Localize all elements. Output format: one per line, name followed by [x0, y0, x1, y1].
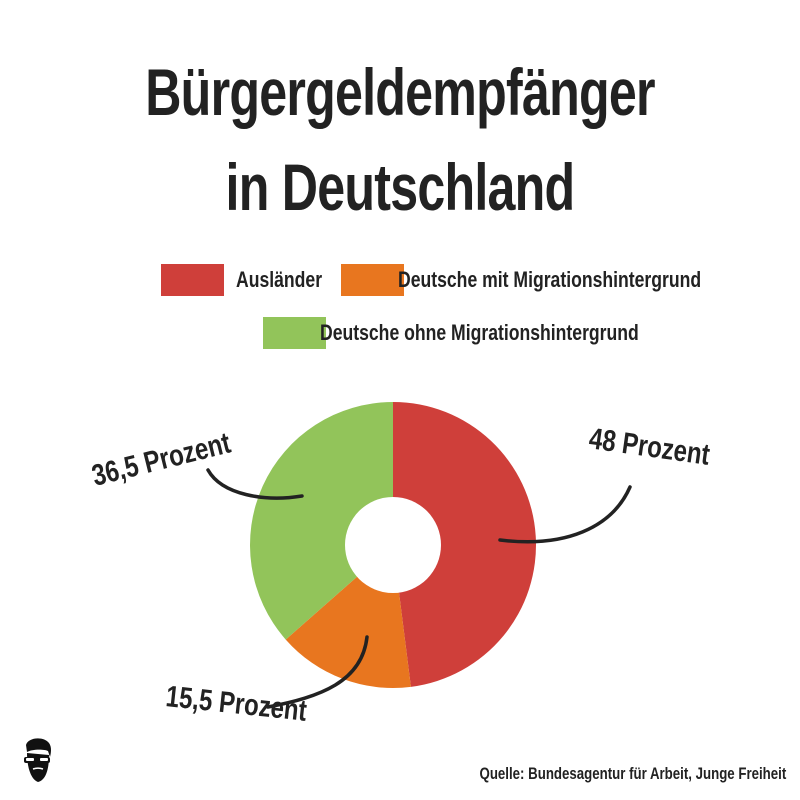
- legend-label-auslaender: Ausländer: [236, 267, 323, 292]
- legend-swatch-auslaender: [161, 264, 224, 296]
- legend-swatch-ohne-migrationshintergrund: [263, 317, 326, 349]
- chart-title-line-2: in Deutschland: [225, 150, 576, 224]
- bearded-man-sunglasses-icon: [24, 738, 51, 782]
- value-label-mit-migrationshintergrund: 15,5 Prozent: [164, 679, 308, 728]
- value-label-ohne-migrationshintergrund: 36,5 Prozent: [88, 425, 233, 492]
- source-note: Quelle: Bundesagentur für Arbeit, Junge …: [479, 764, 786, 783]
- callout-line-ohne-migrationshintergrund: [206, 468, 304, 500]
- legend-label-mit-migrationshintergrund: Deutsche mit Migrationshintergrund: [398, 267, 702, 292]
- donut-hole: [345, 497, 441, 593]
- value-label-auslaender: 48 Prozent: [587, 421, 712, 472]
- callout-line-auslaender: [498, 485, 632, 544]
- legend-label-ohne-migrationshintergrund: Deutsche ohne Migrationshintergrund: [320, 320, 639, 345]
- chart-title-line-1: Bürgergeldempfänger: [145, 55, 655, 129]
- slice-ohne-migrationshintergrund: [249, 402, 393, 640]
- callout-line-mit-migrationshintergrund: [266, 635, 369, 709]
- legend-swatch-mit-migrationshintergrund: [341, 264, 404, 296]
- slice-auslaender: [393, 402, 536, 687]
